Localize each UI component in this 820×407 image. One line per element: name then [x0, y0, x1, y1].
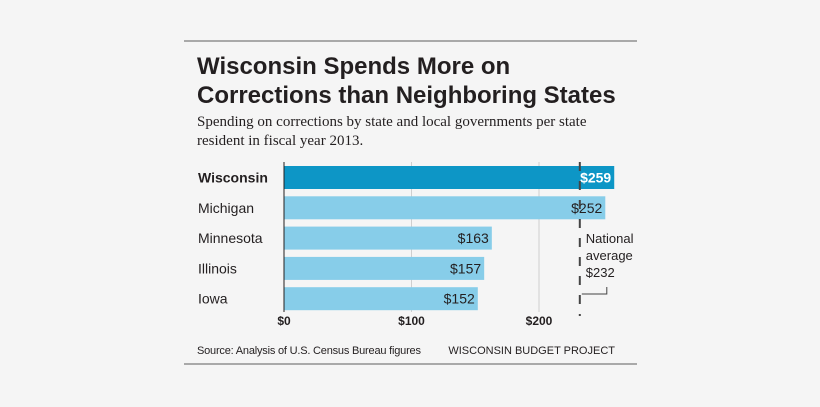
- bar-iowa: [284, 287, 478, 311]
- national-average-label: average: [586, 248, 633, 263]
- value-label: $259: [580, 170, 611, 186]
- chart-subtitle: Spending on corrections by state and loc…: [197, 114, 587, 149]
- annotation-bracket: [581, 287, 608, 295]
- top-rule: [184, 40, 637, 42]
- credit-label: WISCONSIN BUDGET PROJECT: [448, 345, 615, 357]
- chart-title: Wisconsin Spends More on Corrections tha…: [197, 53, 616, 109]
- value-label: $152: [444, 291, 475, 307]
- value-label: $157: [450, 260, 481, 276]
- bottom-rule: [184, 363, 637, 365]
- x-tick-label: $100: [398, 314, 425, 328]
- category-label: Michigan: [198, 200, 254, 216]
- x-tick-label: $0: [277, 314, 291, 328]
- category-label: Minnesota: [198, 230, 263, 246]
- bar-illinois: [284, 256, 485, 280]
- bar-wisconsin: [284, 166, 615, 189]
- value-label: $163: [458, 230, 489, 246]
- source-note: Source: Analysis of U.S. Census Bureau f…: [197, 345, 421, 357]
- category-label: Wisconsin: [198, 170, 268, 186]
- national-average-label: National: [586, 231, 634, 246]
- value-label: $252: [571, 200, 602, 216]
- bar-michigan: [284, 196, 606, 220]
- category-label: Illinois: [198, 260, 237, 276]
- bar-minnesota: [284, 226, 492, 250]
- category-label: Iowa: [198, 291, 228, 307]
- national-average-label: $232: [586, 265, 615, 280]
- x-tick-label: $200: [526, 314, 553, 328]
